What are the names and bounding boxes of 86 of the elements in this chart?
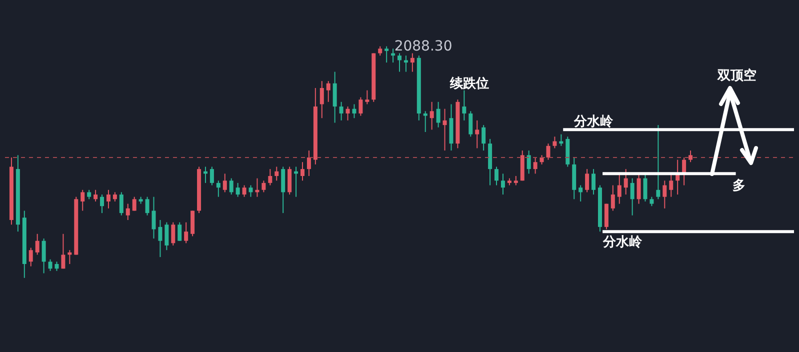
candlestick: [222, 173, 227, 193]
candlestick: [430, 101, 434, 130]
ref-line-label: 分水岭: [602, 235, 644, 250]
candlestick: [468, 110, 473, 138]
candlestick: [592, 168, 596, 196]
candlestick: [669, 173, 674, 198]
candlestick: [494, 166, 499, 186]
candlestick: [442, 108, 447, 152]
candlestick: [171, 222, 176, 246]
candlestick: [152, 196, 156, 240]
candlestick: [288, 166, 292, 196]
annotation: 2088.30: [394, 38, 452, 54]
candlestick: [650, 196, 654, 207]
candlestick: [365, 90, 370, 105]
candlestick: [229, 178, 234, 196]
candlestick: [48, 258, 52, 272]
ref-line-label: 分水岭: [573, 114, 614, 130]
candlestick: [126, 203, 130, 220]
candlestick: [533, 156, 538, 174]
candlestick: [132, 196, 136, 212]
candlestick: [119, 192, 124, 216]
candlestick: [688, 150, 693, 163]
candlestick: [656, 124, 660, 200]
candlestick: [514, 176, 518, 186]
candlestick: [42, 238, 46, 274]
candlestick: [61, 233, 66, 270]
candlestick: [578, 184, 583, 202]
candlestick: [526, 150, 531, 174]
candlestick: [35, 233, 40, 256]
candlestick: [610, 184, 615, 212]
candlestick: [158, 220, 162, 258]
candlestick: [662, 180, 667, 209]
candlestick: [630, 178, 634, 216]
candlestick: [306, 150, 311, 176]
candlestick: [617, 173, 622, 204]
candlestick: [236, 182, 240, 198]
annotation: 续跌位: [448, 76, 489, 92]
candlestick: [423, 110, 428, 132]
candlestick: [216, 180, 220, 198]
candlestick: [184, 222, 188, 244]
text: 双顶空: [716, 67, 757, 84]
candlestick: [248, 184, 253, 198]
candlestick: [164, 222, 169, 251]
candlestick: [320, 80, 324, 119]
candlestick: [358, 96, 363, 116]
candlestick: [80, 189, 85, 212]
candlestick: [112, 192, 117, 202]
candlestick: [604, 203, 608, 230]
candlestick: [410, 52, 414, 72]
candlestick: [436, 101, 440, 128]
candlestick: [190, 210, 195, 237]
candlestick: [552, 136, 557, 149]
candlestick: [145, 196, 150, 216]
candlestick: [378, 46, 382, 56]
candlestick: [462, 90, 466, 121]
candlestick: [585, 168, 590, 193]
candlestick: [274, 166, 279, 182]
candlestick: [94, 189, 98, 202]
candlestick: [326, 80, 330, 102]
candlestick: [300, 162, 304, 182]
candlestick: [346, 106, 350, 121]
candlestick: [624, 168, 628, 196]
candlestick: [262, 180, 266, 193]
candlestick: [339, 101, 344, 121]
candlestick: [384, 46, 389, 64]
candlestick: [87, 189, 92, 200]
candlestick: [268, 168, 272, 186]
candlestick: [404, 55, 408, 72]
candlestick: [210, 166, 214, 186]
candlestick: [546, 143, 550, 160]
candlestick: [242, 184, 246, 198]
candlestick: [100, 194, 104, 214]
candlestick: [281, 166, 286, 214]
candlestick: [398, 52, 402, 72]
candlestick: [54, 261, 59, 272]
candlestick: [332, 71, 337, 124]
candlestick: [475, 120, 480, 149]
legend-label: 多: [732, 178, 746, 194]
candlestick: [482, 124, 486, 152]
candlestick: [500, 173, 505, 196]
candlestick: [352, 104, 356, 119]
candlestick: [643, 173, 648, 202]
candlestick: [28, 247, 33, 267]
candlestick: [178, 222, 182, 242]
candlestick: [636, 173, 641, 204]
candlestick: [106, 189, 110, 209]
